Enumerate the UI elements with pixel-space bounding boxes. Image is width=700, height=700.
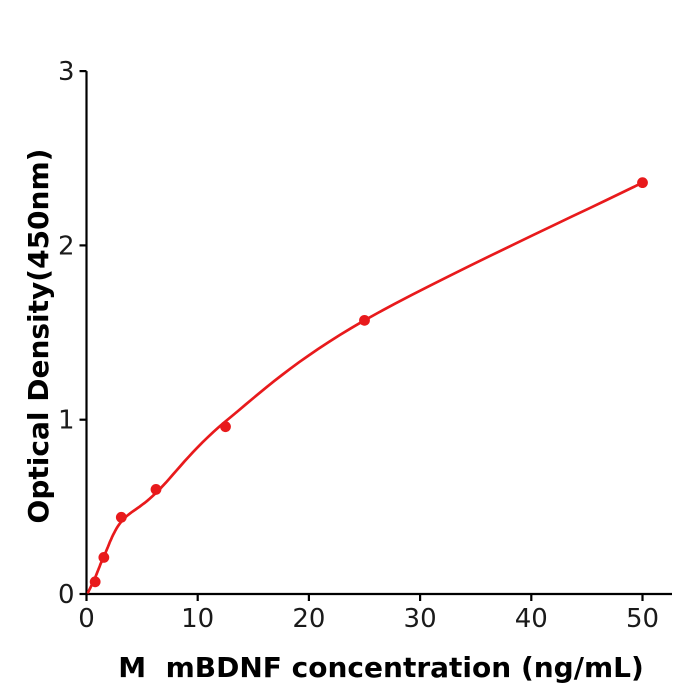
data-point (150, 484, 162, 495)
fit-curve (86, 181, 644, 594)
x-tick-label: 0 (78, 604, 95, 634)
x-axis-label: M mBDNF concentration (ng/mL) (118, 651, 644, 684)
y-axis-label: Optical Density(450nm) (22, 148, 55, 524)
x-tick-label: 40 (515, 604, 548, 634)
data-point (115, 511, 127, 523)
x-tick-label: 10 (181, 604, 214, 634)
y-tick-label: 2 (58, 231, 75, 261)
data-point (637, 177, 648, 189)
y-tick-label: 1 (58, 406, 75, 436)
data-point (89, 576, 101, 588)
data-point (220, 421, 231, 433)
data-point (359, 314, 370, 326)
x-tick-label: 50 (626, 604, 659, 634)
y-tick-label: 0 (58, 580, 75, 610)
y-tick-label: 3 (58, 57, 75, 87)
x-tick-label: 20 (292, 604, 325, 634)
x-tick-label: 30 (404, 604, 437, 634)
data-point (98, 551, 110, 563)
